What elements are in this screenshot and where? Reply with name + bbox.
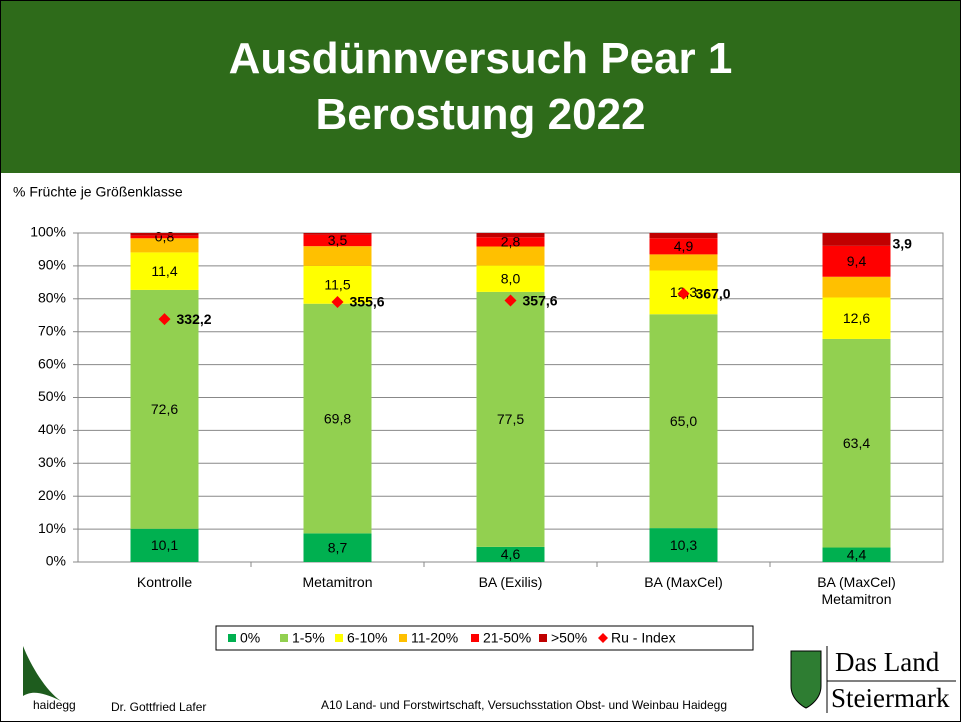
legend-label: 11-20% (411, 630, 458, 646)
legend-label: Ru - Index (611, 630, 676, 646)
chart: % Früchte je Größenklasse 0% 10% 20% 30% 40%… (1, 1, 960, 721)
bar-segment (477, 233, 545, 237)
data-label: 9,4 (847, 253, 867, 269)
legend-label: 21-50% (483, 630, 531, 646)
brand-text: Steiermark (831, 683, 949, 714)
bar-segment (650, 254, 718, 270)
brand-text: Das Land (835, 647, 939, 678)
ru-index-label: 357,6 (523, 292, 558, 308)
ru-index-label: 332,2 (177, 311, 212, 327)
bar-segment (304, 233, 372, 235)
data-label: 4,4 (847, 546, 867, 562)
x-tick-label: BA (MaxCel) Metamitron (772, 574, 942, 608)
data-label: 69,8 (324, 410, 351, 426)
data-label: 3,9 (893, 236, 913, 252)
legend-marker (280, 634, 288, 642)
data-label: 0,8 (155, 229, 175, 245)
y-tick-label: 100% (30, 224, 66, 240)
logo-icon (23, 646, 61, 701)
legend-marker (228, 634, 236, 642)
data-label: 10,1 (151, 537, 178, 553)
bar-segment (131, 233, 199, 236)
y-tick-label: 70% (38, 322, 66, 338)
author: Dr. Gottfried Lafer (111, 700, 206, 714)
y-tick-label: 10% (38, 520, 66, 536)
legend-label: 1-5% (292, 630, 325, 646)
data-label: 63,4 (843, 435, 870, 451)
data-label: 11,4 (151, 263, 177, 279)
bar-segment (650, 233, 718, 238)
ru-index-label: 367,0 (696, 285, 731, 301)
slide: Ausdünnversuch Pear 1 Berostung 2022 % F… (0, 0, 961, 722)
y-axis-label: % Früchte je Größenklasse (13, 184, 183, 200)
legend-marker (335, 634, 343, 642)
legend-marker (539, 634, 547, 642)
bar-segment (823, 233, 891, 246)
legend-label: 0% (240, 630, 260, 646)
data-label: 4,6 (501, 546, 521, 562)
y-tick-label: 60% (38, 355, 66, 371)
bar-segment (823, 277, 891, 298)
data-label: 8,7 (328, 539, 348, 555)
legend-marker (471, 634, 479, 642)
data-label: 10,3 (670, 537, 697, 553)
data-label: 12,6 (843, 310, 870, 326)
y-tick-label: 50% (38, 388, 66, 404)
data-label: 11,5 (324, 277, 350, 293)
coat-of-arms (791, 651, 821, 708)
institution: A10 Land- und Forstwirtschaft, Versuchss… (321, 698, 727, 712)
data-label: 65,0 (670, 413, 697, 429)
y-tick-label: 20% (38, 487, 66, 503)
y-tick-label: 0% (46, 553, 66, 569)
x-tick-label: Kontrolle (80, 574, 250, 591)
ru-index-label: 355,6 (350, 294, 385, 310)
y-tick-label: 80% (38, 290, 66, 306)
bar-segment (304, 246, 372, 266)
legend-marker (399, 634, 407, 642)
x-tick-label: Metamitron (253, 574, 423, 591)
legend-label: 6-10% (347, 630, 387, 646)
data-label: 77,5 (497, 411, 524, 427)
y-tick-label: 30% (38, 454, 66, 470)
logo-text: haidegg (33, 698, 76, 712)
x-tick-label: BA (Exilis) (426, 574, 596, 591)
data-label: 72,6 (151, 401, 178, 417)
y-tick-label: 90% (38, 257, 66, 273)
y-tick-label: 40% (38, 421, 66, 437)
legend-label: >50% (551, 630, 587, 646)
data-label: 8,0 (501, 270, 521, 286)
x-tick-label: BA (MaxCel) (599, 574, 769, 591)
data-label: 4,9 (674, 238, 694, 254)
